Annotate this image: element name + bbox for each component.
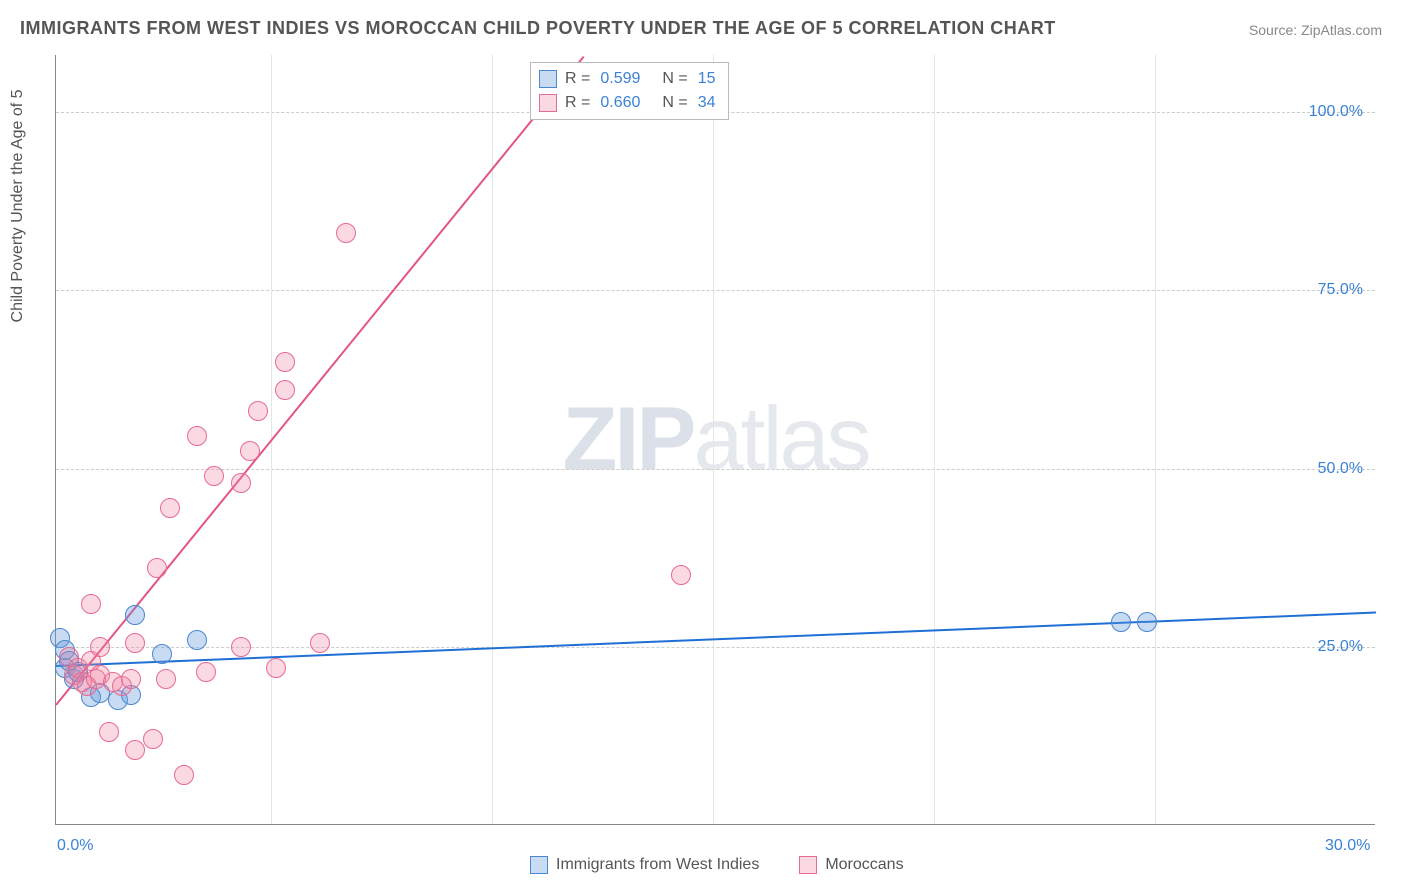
gridline-v xyxy=(713,55,714,824)
data-point xyxy=(187,426,207,446)
legend-n-label: N = xyxy=(662,67,687,91)
legend-n-value: 34 xyxy=(698,91,716,115)
data-point xyxy=(240,441,260,461)
trendline xyxy=(56,611,1376,666)
data-point xyxy=(196,662,216,682)
watermark: ZIPatlas xyxy=(562,388,868,491)
y-tick-label: 100.0% xyxy=(1309,103,1363,121)
y-tick-label: 50.0% xyxy=(1318,460,1363,478)
series-name: Immigrants from West Indies xyxy=(556,856,759,874)
chart-title: IMMIGRANTS FROM WEST INDIES VS MOROCCAN … xyxy=(20,18,1056,39)
data-point xyxy=(231,637,251,657)
y-tick-label: 25.0% xyxy=(1318,638,1363,656)
data-point xyxy=(125,740,145,760)
data-point xyxy=(81,594,101,614)
series-legend-item: Moroccans xyxy=(799,856,903,874)
data-point xyxy=(310,633,330,653)
data-point xyxy=(152,644,172,664)
legend-swatch xyxy=(539,94,557,112)
data-point xyxy=(231,473,251,493)
source-label: Source: ZipAtlas.com xyxy=(1249,22,1382,38)
legend-row: R = 0.599 N = 15 xyxy=(539,67,716,91)
data-point xyxy=(187,630,207,650)
data-point xyxy=(336,223,356,243)
data-point xyxy=(99,722,119,742)
y-axis-label: Child Poverty Under the Age of 5 xyxy=(9,89,27,322)
data-point xyxy=(125,633,145,653)
data-point xyxy=(275,380,295,400)
x-tick-last: 30.0% xyxy=(1325,837,1370,855)
gridline-v xyxy=(1155,55,1156,824)
legend-n-value: 15 xyxy=(698,67,716,91)
legend-r-value: 0.660 xyxy=(600,91,640,115)
legend-swatch xyxy=(799,856,817,874)
data-point xyxy=(121,669,141,689)
data-point xyxy=(275,352,295,372)
x-tick-first: 0.0% xyxy=(57,837,93,855)
series-legend-item: Immigrants from West Indies xyxy=(530,856,759,874)
data-point xyxy=(143,729,163,749)
data-point xyxy=(156,669,176,689)
legend-r-label: R = xyxy=(565,67,590,91)
data-point xyxy=(147,558,167,578)
y-tick-label: 75.0% xyxy=(1318,281,1363,299)
data-point xyxy=(1137,612,1157,632)
data-point xyxy=(125,605,145,625)
data-point xyxy=(1111,612,1131,632)
legend-r-value: 0.599 xyxy=(600,67,640,91)
correlation-legend: R = 0.599 N = 15 R = 0.660 N = 34 xyxy=(530,62,729,120)
legend-swatch xyxy=(539,70,557,88)
watermark-light: atlas xyxy=(693,389,868,489)
data-point xyxy=(266,658,286,678)
series-legend: Immigrants from West Indies Moroccans xyxy=(530,856,904,874)
legend-row: R = 0.660 N = 34 xyxy=(539,91,716,115)
data-point xyxy=(204,466,224,486)
gridline-h xyxy=(56,647,1375,648)
legend-n-label: N = xyxy=(662,91,687,115)
data-point xyxy=(90,637,110,657)
watermark-bold: ZIP xyxy=(562,389,693,489)
legend-swatch xyxy=(530,856,548,874)
gridline-h xyxy=(56,290,1375,291)
gridline-v xyxy=(934,55,935,824)
legend-r-label: R = xyxy=(565,91,590,115)
plot-area: ZIPatlas 25.0% 50.0% 75.0% 100.0% xyxy=(55,55,1375,825)
data-point xyxy=(248,401,268,421)
data-point xyxy=(671,565,691,585)
data-point xyxy=(160,498,180,518)
data-point xyxy=(174,765,194,785)
gridline-h xyxy=(56,469,1375,470)
series-name: Moroccans xyxy=(825,856,903,874)
